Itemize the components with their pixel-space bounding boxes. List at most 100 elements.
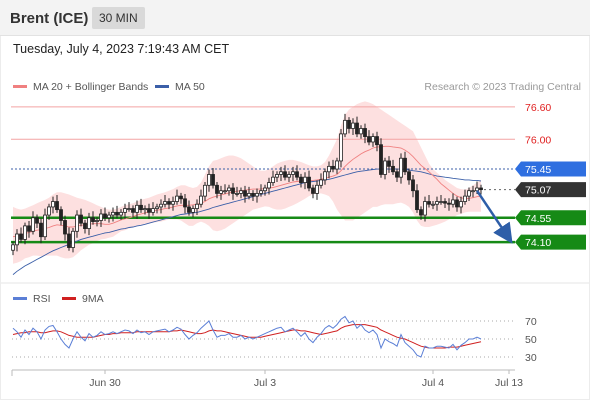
candle-body bbox=[155, 206, 159, 209]
candle-body bbox=[19, 233, 23, 240]
candle-body bbox=[59, 209, 63, 221]
candle-body bbox=[291, 171, 295, 175]
legend-label-ma20: MA 20 + Bollinger Bands bbox=[33, 81, 148, 93]
price-level-label-support: 74.55 bbox=[525, 213, 551, 225]
candles bbox=[11, 113, 483, 256]
candle-body bbox=[139, 204, 143, 211]
candle-body bbox=[91, 217, 95, 222]
candle-body bbox=[399, 157, 403, 178]
legend-label-rsi: RSI bbox=[33, 293, 51, 305]
candle-body bbox=[311, 187, 315, 194]
candle-body bbox=[75, 214, 79, 232]
candle-body bbox=[95, 220, 99, 222]
candle-body bbox=[203, 184, 207, 197]
candle-body bbox=[327, 165, 331, 173]
forecast-arrow bbox=[475, 190, 513, 244]
candle-body bbox=[151, 208, 155, 213]
candle-body bbox=[247, 193, 251, 197]
candle-body bbox=[299, 176, 303, 183]
candle-body bbox=[347, 119, 351, 129]
candle-body bbox=[87, 217, 91, 229]
candle-body bbox=[219, 190, 223, 194]
candle-body bbox=[407, 171, 411, 181]
candle-body bbox=[351, 122, 355, 129]
rsi-tick-label: 30 bbox=[525, 352, 537, 364]
candle-body bbox=[39, 222, 43, 238]
candle-body bbox=[275, 174, 279, 178]
candle-body bbox=[435, 201, 439, 205]
candle-body bbox=[267, 182, 271, 189]
price-levels bbox=[11, 106, 515, 244]
candle-body bbox=[215, 184, 219, 194]
x-axis: Jun 30 Jul 3 Jul 4 Jul 13 bbox=[11, 369, 523, 389]
interval-badge[interactable]: 30 MIN bbox=[92, 7, 145, 29]
main-legend: MA 20 + Bollinger Bands MA 50 Research ©… bbox=[13, 81, 581, 93]
price-level-tag-ma50 bbox=[515, 161, 586, 177]
rsi-panel: 70 50 30 bbox=[12, 315, 537, 364]
candle-body bbox=[443, 201, 447, 204]
candle-body bbox=[51, 201, 55, 208]
candle-body bbox=[255, 193, 259, 197]
projection bbox=[475, 190, 513, 244]
candle-body bbox=[123, 208, 127, 213]
candle-body bbox=[283, 171, 287, 178]
candle-body bbox=[251, 193, 255, 197]
price-level-labels: 76.60 76.00 75.45 75.07 74.55 74.10 bbox=[515, 102, 586, 250]
price-level-label-support: 74.10 bbox=[525, 237, 551, 249]
candle-body bbox=[307, 176, 311, 189]
candle-body bbox=[419, 209, 423, 216]
candle-body bbox=[323, 171, 327, 181]
price-level-label-ma50: 75.45 bbox=[525, 164, 551, 176]
candle-body bbox=[359, 128, 363, 135]
candle-body bbox=[447, 202, 451, 205]
rsi-tick-label: 50 bbox=[525, 334, 537, 346]
candle-body bbox=[183, 198, 187, 208]
candle-body bbox=[271, 176, 275, 183]
chart-header: Brent (ICE) 30 MIN bbox=[0, 0, 590, 36]
candle-body bbox=[111, 211, 115, 216]
candle-body bbox=[23, 225, 27, 240]
candle-body bbox=[295, 171, 299, 178]
moving-averages bbox=[12, 145, 482, 275]
candle-body bbox=[159, 203, 163, 208]
candle-body bbox=[243, 190, 247, 197]
candle-body bbox=[395, 171, 399, 178]
price-level-tag-current bbox=[515, 182, 586, 198]
ma20-line bbox=[12, 145, 482, 238]
candle-body bbox=[411, 179, 415, 192]
legend-swatch-ma20 bbox=[13, 85, 27, 88]
candle-body bbox=[479, 187, 483, 191]
candle-body bbox=[279, 171, 283, 175]
candle-body bbox=[343, 119, 347, 135]
ma50-line bbox=[12, 168, 482, 275]
candle-body bbox=[263, 187, 267, 192]
legend-label-9ma: 9MA bbox=[82, 293, 104, 305]
x-tick-label: Jul 3 bbox=[254, 377, 276, 389]
candle-body bbox=[363, 128, 367, 137]
candle-body bbox=[223, 190, 227, 193]
candle-body bbox=[383, 160, 387, 175]
rsi-legend: RSI 9MA bbox=[13, 293, 104, 305]
price-level-label-current: 75.07 bbox=[525, 185, 551, 197]
x-tick-label: Jul 13 bbox=[495, 377, 523, 389]
bollinger-band-area bbox=[13, 101, 481, 264]
candle-body bbox=[371, 136, 375, 143]
candle-body bbox=[187, 206, 191, 213]
candle-body bbox=[43, 214, 47, 238]
watermark: Research © 2023 Trading Central bbox=[424, 81, 581, 93]
candle-body bbox=[143, 208, 147, 211]
bollinger-bands bbox=[13, 101, 481, 264]
candle-body bbox=[355, 122, 359, 135]
candle-body bbox=[191, 208, 195, 213]
candle-body bbox=[227, 187, 231, 192]
instrument-title: Brent (ICE) bbox=[10, 10, 89, 27]
x-tick-label: Jun 30 bbox=[89, 377, 121, 389]
candle-body bbox=[207, 174, 211, 186]
timestamp: Tuesday, July 4, 2023 7:19:43 AM CET bbox=[13, 42, 230, 56]
candle-body bbox=[99, 213, 103, 221]
candle-body bbox=[459, 201, 463, 208]
candle-body bbox=[67, 233, 71, 248]
candle-body bbox=[31, 217, 35, 232]
candle-body bbox=[35, 217, 39, 224]
